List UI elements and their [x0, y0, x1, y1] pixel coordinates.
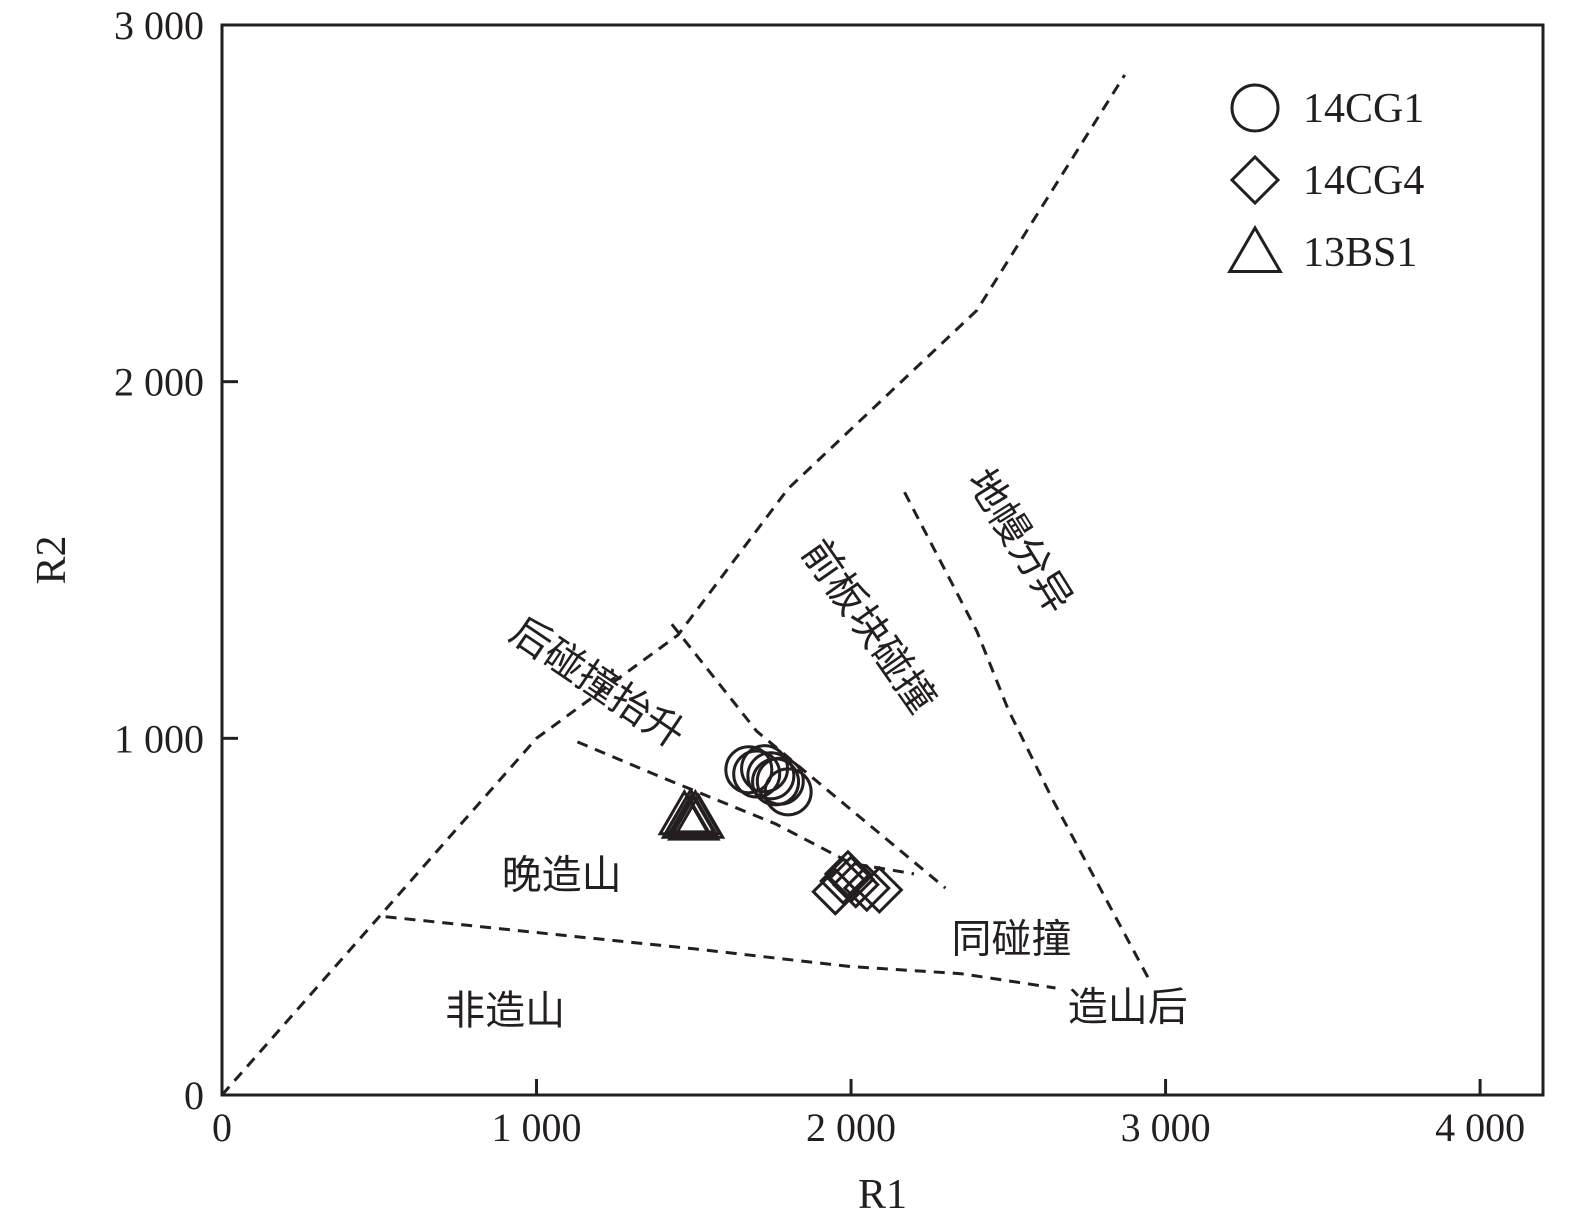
- region-label-mantle-fractionates: 地幔分异: [957, 461, 1081, 621]
- y-axis-title: R2: [29, 535, 75, 584]
- boundary-lines: [220, 74, 1152, 1096]
- y-tick-label: 2 000: [114, 360, 204, 405]
- x-tick-label: 1 000: [492, 1105, 582, 1150]
- point-14CG1: [755, 756, 805, 806]
- boundary-mantle-fractionate-lower: [903, 491, 1152, 982]
- point-14CG4: [855, 865, 904, 915]
- data-points: [657, 744, 904, 916]
- x-tick-label: 2 000: [806, 1105, 896, 1150]
- point-14CG1: [724, 745, 774, 795]
- boundary-late-orogenic-upper: [576, 740, 915, 876]
- x-tick-label: 4 000: [1435, 1105, 1525, 1150]
- x-axis-title: R1: [858, 1172, 907, 1218]
- point-14CG1: [746, 751, 796, 801]
- x-axis-ticks: 0 1 000 2 000 3 000 4 000: [212, 1079, 1525, 1150]
- x-tick-label: 0: [212, 1105, 232, 1150]
- region-label-late-orogenic: 晚造山: [502, 852, 622, 898]
- region-label-post-collision-uplift: 后碰撞抬升: [502, 608, 694, 758]
- legend-marker-14CG1: [1230, 83, 1280, 133]
- y-axis-ticks: 0 1 000 2 000 3 000: [114, 3, 238, 1118]
- legend: 14CG1 14CG4 13BS1: [1227, 83, 1424, 276]
- legend-label-13BS1: 13BS1: [1303, 230, 1417, 276]
- y-tick-label: 3 000: [114, 3, 204, 48]
- y-tick-label: 0: [184, 1073, 204, 1118]
- plot-frame: [220, 23, 1545, 1097]
- boundary-anorogenic-upper: [385, 915, 1056, 990]
- legend-marker-14CG4: [1229, 154, 1281, 206]
- x-tick-label: 3 000: [1121, 1105, 1211, 1150]
- legend-label-14CG4: 14CG4: [1303, 158, 1424, 204]
- region-label-syn-collision: 同碰撞: [952, 917, 1072, 963]
- legend-marker-13BS1: [1227, 224, 1283, 274]
- point-14CG4: [842, 864, 891, 913]
- region-label-post-orogenic: 造山后: [1068, 984, 1188, 1030]
- region-label-pre-plate-collision: 前板块碰撞: [792, 532, 944, 722]
- region-label-anorogenic: 非造山: [445, 988, 565, 1034]
- point-14CG1: [763, 767, 813, 817]
- point-13BS1: [671, 792, 726, 839]
- boundary-mantle-fractionation-line: [220, 74, 1126, 1096]
- y-tick-label: 1 000: [114, 716, 204, 761]
- legend-label-14CG1: 14CG1: [1303, 86, 1424, 132]
- boundary-pre-collision-lower: [670, 623, 947, 890]
- point-14CG4: [823, 849, 873, 898]
